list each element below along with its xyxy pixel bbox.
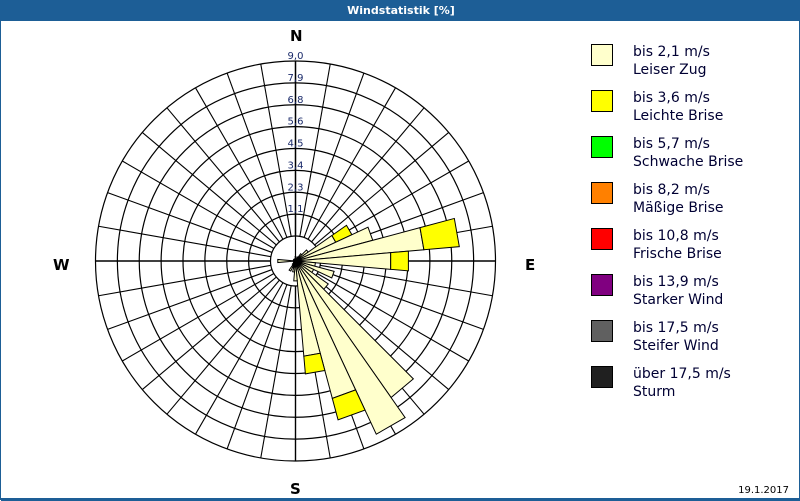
compass-south-label: S	[290, 480, 301, 498]
grid-spoke	[98, 264, 271, 297]
legend-label: bis 3,6 m/s Leichte Brise	[633, 90, 724, 124]
ring-label: 6,8	[288, 95, 304, 106]
wind-sector	[277, 258, 296, 264]
legend-swatch	[591, 182, 613, 204]
legend-swatch	[591, 228, 613, 250]
grid-spoke	[122, 273, 275, 362]
window-title: Windstatistik [%]	[1, 1, 800, 21]
legend-swatch	[591, 274, 613, 296]
grid-spoke	[307, 87, 396, 240]
wind-sector	[390, 250, 409, 272]
legend-swatch	[591, 44, 613, 66]
grid-spoke	[107, 192, 273, 253]
date-label: 19.1.2017	[738, 485, 789, 496]
legend-item: bis 8,2 m/s Mäßige Brise	[591, 179, 791, 225]
grid-spoke	[107, 269, 273, 330]
ring-label: 5,6	[288, 117, 304, 128]
grid-spoke	[299, 63, 331, 237]
legend-item: bis 13,9 m/s Starker Wind	[591, 271, 791, 317]
ring-label: 7,9	[288, 73, 304, 84]
legend-label: bis 2,1 m/s Leiser Zug	[633, 44, 710, 78]
grid-spoke	[226, 72, 288, 238]
ring-label: 1,1	[288, 204, 304, 215]
grid-spoke	[226, 284, 288, 450]
legend-item: über 17,5 m/s Sturm	[591, 363, 791, 409]
grid-spoke	[98, 225, 271, 258]
grid-spoke	[314, 132, 450, 246]
legend-item: bis 2,1 m/s Leiser Zug	[591, 41, 791, 87]
wind-sector	[303, 352, 326, 375]
legend-label: bis 10,8 m/s Frische Brise	[633, 228, 722, 262]
grid-spoke	[314, 276, 450, 390]
grid-spoke	[316, 273, 469, 362]
legend-item: bis 17,5 m/s Steifer Wind	[591, 317, 791, 363]
legend-label: bis 5,7 m/s Schwache Brise	[633, 136, 744, 170]
wind-sector	[419, 217, 460, 251]
ring-label: 9,0	[288, 51, 304, 62]
legend-swatch	[591, 136, 613, 158]
grid-spoke	[195, 87, 284, 240]
grid-spoke	[318, 269, 484, 330]
grid-spoke	[166, 107, 280, 243]
grid-spoke	[141, 132, 277, 246]
grid-spoke	[311, 107, 425, 243]
grid-spoke	[260, 63, 292, 237]
legend-label: über 17,5 m/s Sturm	[633, 366, 731, 400]
grid-spoke	[122, 160, 275, 249]
legend-item: bis 5,7 m/s Schwache Brise	[591, 133, 791, 179]
ring-label: 4,5	[288, 139, 304, 150]
grid-spoke	[166, 279, 280, 415]
grid-spoke	[320, 264, 493, 297]
legend-swatch	[591, 90, 613, 112]
legend-swatch	[591, 320, 613, 342]
grid-spoke	[195, 282, 284, 435]
legend-label: bis 8,2 m/s Mäßige Brise	[633, 182, 724, 216]
grid-spoke	[260, 285, 292, 459]
legend-label: bis 17,5 m/s Steifer Wind	[633, 320, 719, 354]
legend-item: bis 10,8 m/s Frische Brise	[591, 225, 791, 271]
ring-label: 3,4	[288, 160, 304, 171]
compass-west-label: W	[53, 256, 70, 274]
grid-spoke	[141, 276, 277, 390]
wind-sector	[331, 389, 366, 421]
compass-east-label: E	[525, 256, 536, 274]
compass-north-label: N	[290, 27, 303, 45]
legend-item: bis 3,6 m/s Leichte Brise	[591, 87, 791, 133]
grid-spoke	[303, 72, 365, 238]
legend-swatch	[591, 366, 613, 388]
legend-label: bis 13,9 m/s Starker Wind	[633, 274, 724, 308]
ring-label: 2,3	[288, 182, 304, 193]
legend: bis 2,1 m/s Leiser Zug bis 3,6 m/s Leichte…	[591, 41, 791, 409]
